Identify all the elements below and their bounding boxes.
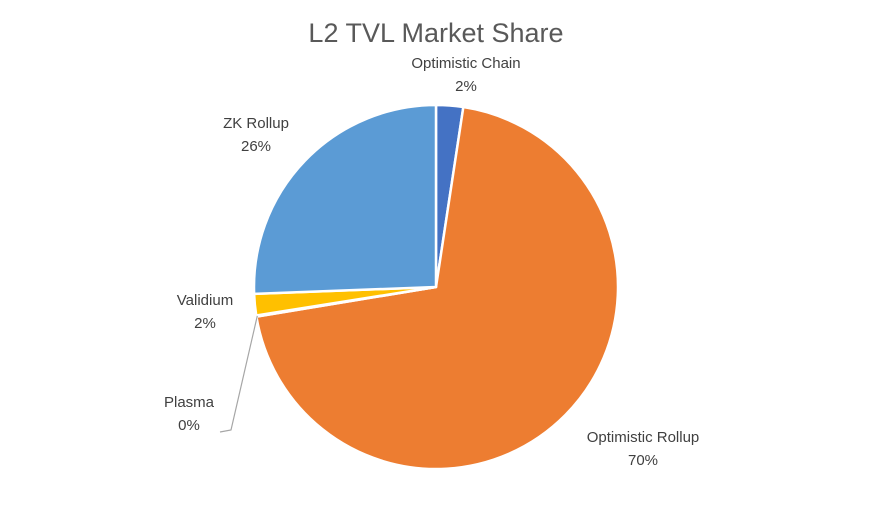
pie-slices: [252, 103, 620, 471]
pie-slice-zk-rollup: [252, 103, 438, 296]
chart-title: L2 TVL Market Share: [308, 18, 563, 48]
slice-value-optimistic-chain: 2%: [455, 78, 477, 95]
slice-label-plasma: Plasma: [164, 394, 215, 411]
leader-line-plasma: [219, 315, 258, 433]
slice-value-validium: 2%: [194, 315, 216, 332]
slice-value-zk-rollup: 26%: [241, 138, 271, 155]
pie-slice-optimistic-rollup: [255, 105, 620, 471]
slice-label-optimistic-chain: Optimistic Chain: [411, 55, 520, 72]
slice-label-validium: Validium: [177, 292, 233, 309]
leader-lines: [219, 315, 258, 433]
slice-labels: Optimistic Chain 2% Optimistic Rollup 70% Pl…: [164, 55, 699, 469]
slice-label-zk-rollup: ZK Rollup: [223, 115, 289, 132]
slice-value-optimistic-rollup: 70%: [628, 452, 658, 469]
slice-value-plasma: 0%: [178, 417, 200, 434]
slice-label-optimistic-rollup: Optimistic Rollup: [587, 429, 700, 446]
